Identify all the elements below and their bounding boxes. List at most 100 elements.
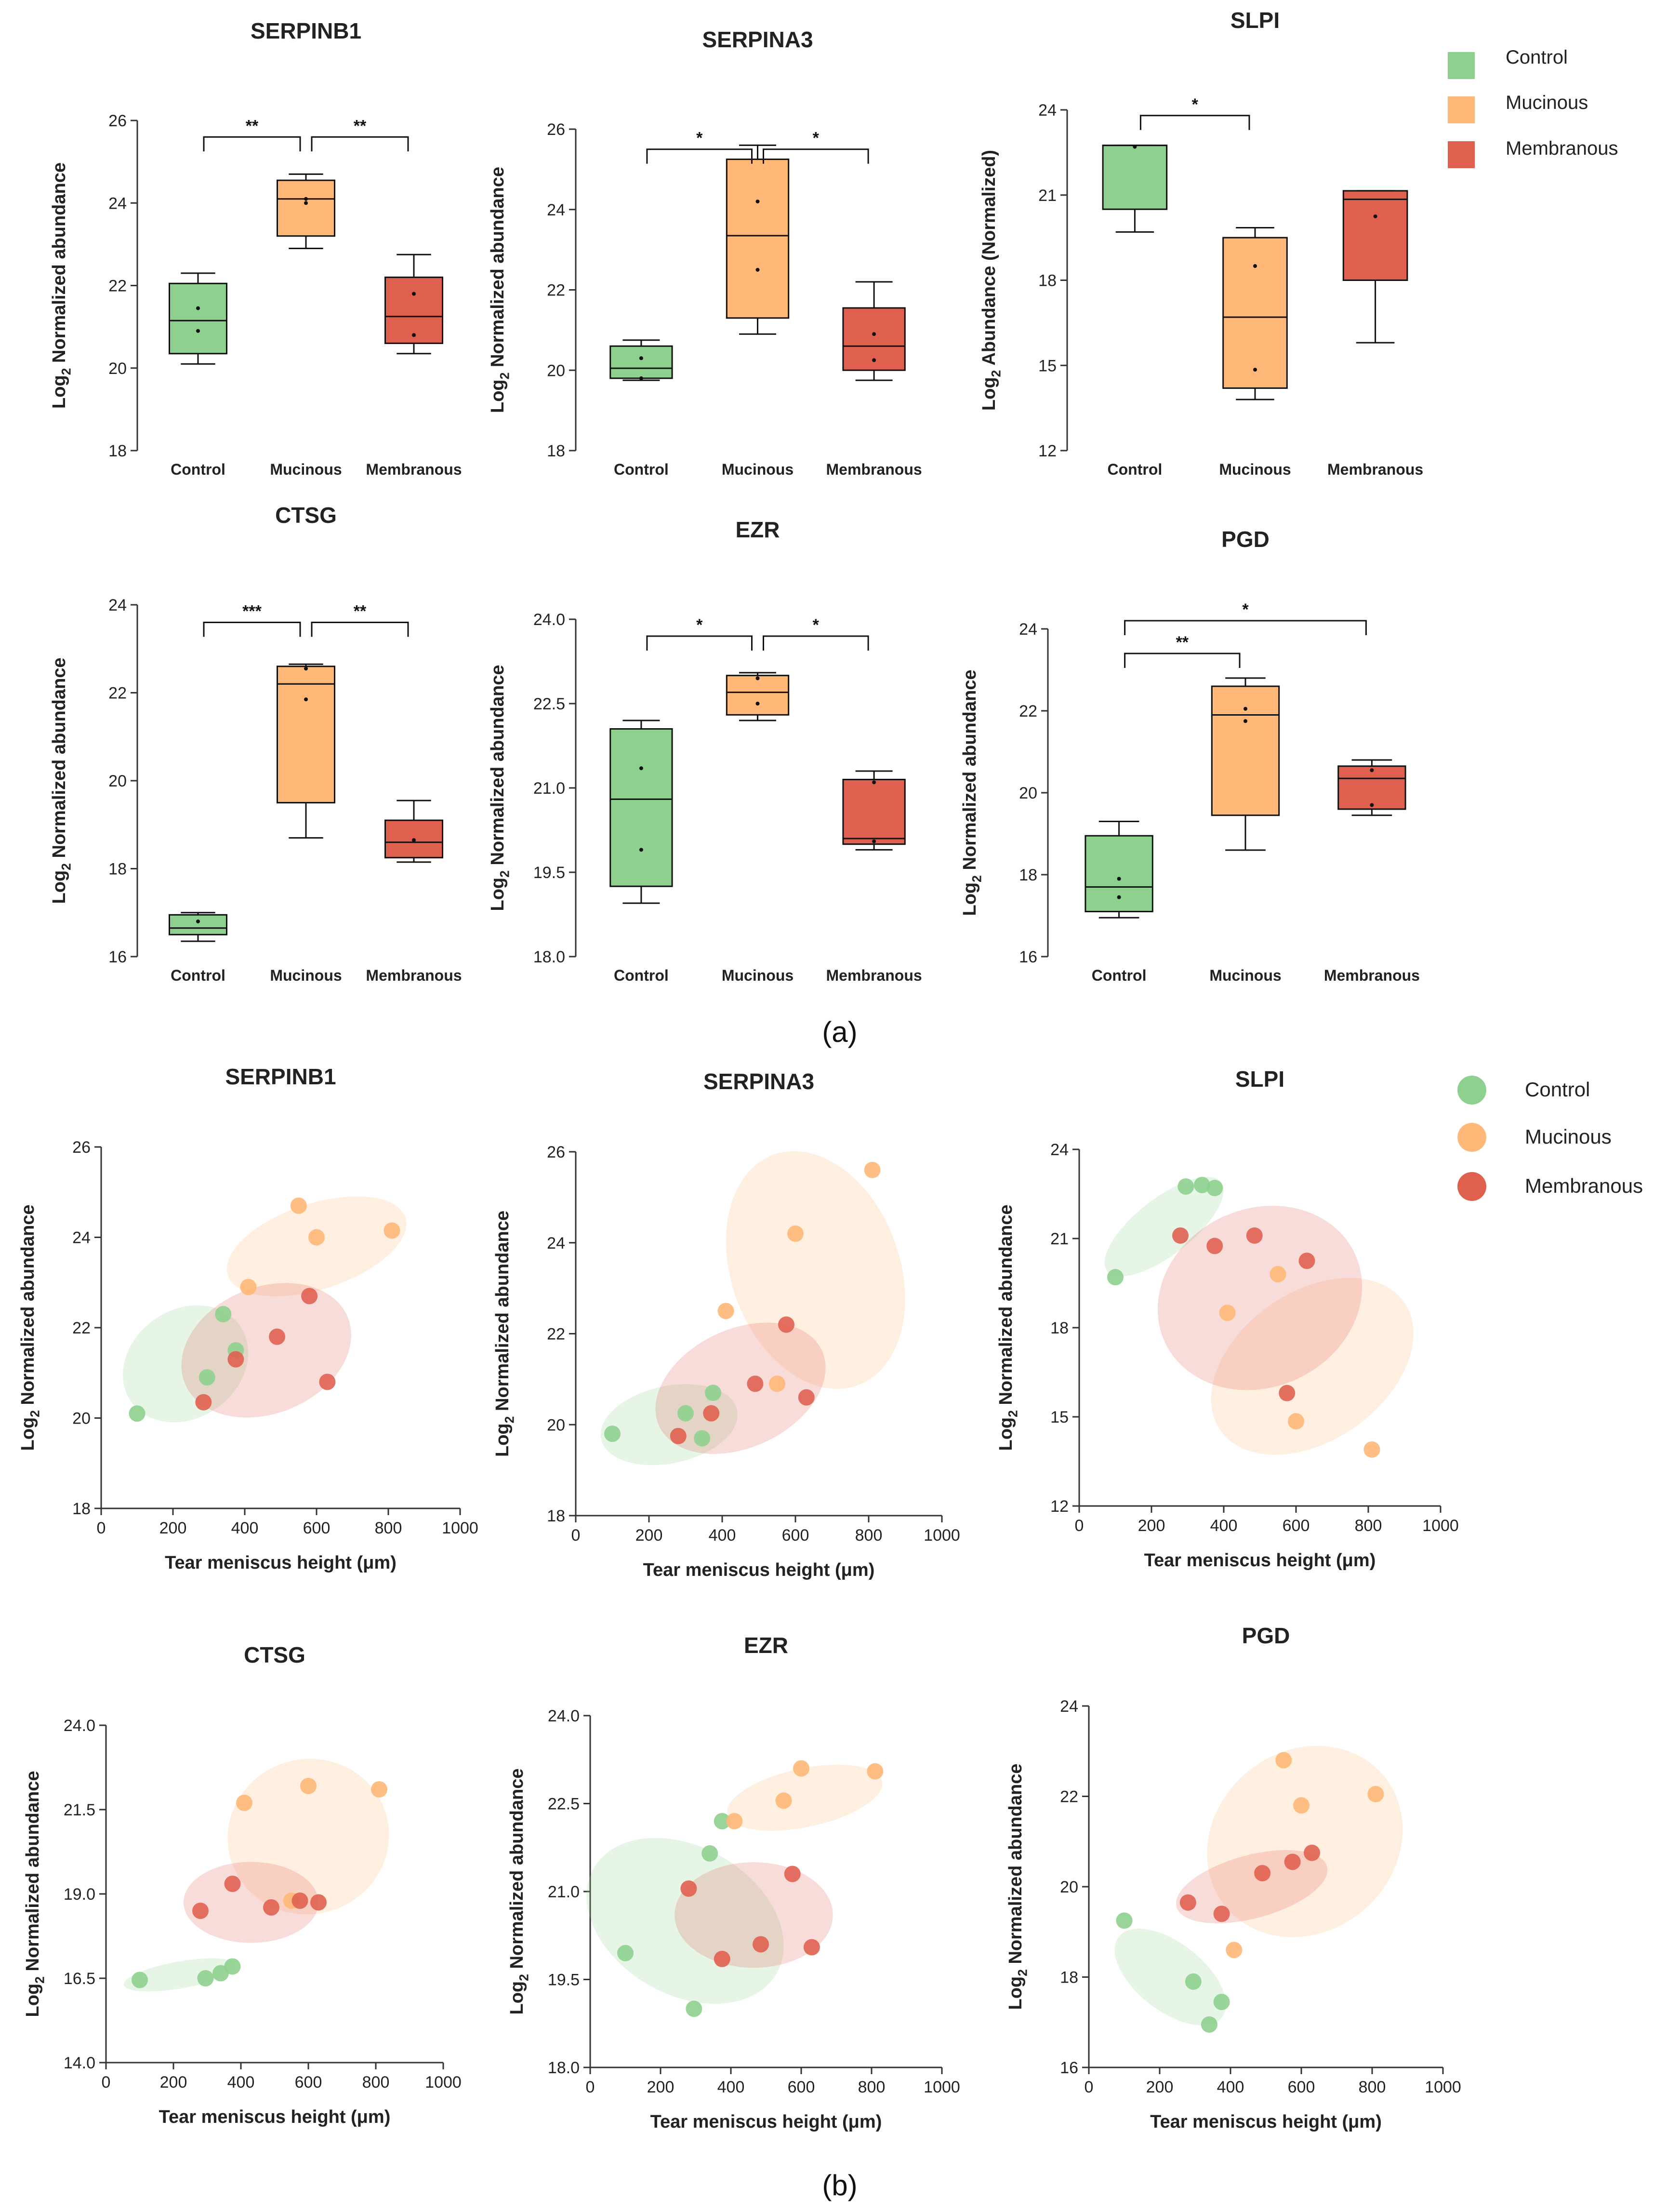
y-tick-label: 22.5: [533, 695, 565, 713]
data-point: [1370, 768, 1374, 773]
legend-b-swatch-control: [1457, 1076, 1486, 1105]
y-tick-label: 24: [547, 201, 565, 219]
y-tick-label: 21.0: [548, 1883, 580, 1901]
y-tick-label: 26: [547, 120, 565, 139]
y-tick-label: 24: [108, 194, 127, 213]
scatter-point: [290, 1197, 307, 1214]
scatter-point: [215, 1306, 232, 1322]
y-tick-label: 19.5: [533, 864, 565, 882]
box-membranous: [1342, 190, 1408, 344]
scatter-point: [1213, 1906, 1230, 1922]
data-point: [1373, 214, 1377, 218]
scatter-point: [775, 1792, 792, 1809]
y-axis-label: Log2 Normalized abundance: [488, 665, 512, 911]
data-point: [755, 200, 760, 204]
scatter-point: [1194, 1177, 1210, 1193]
data-point: [304, 666, 308, 671]
scatter-point: [1284, 1853, 1301, 1870]
y-tick-label: 18: [547, 1507, 565, 1525]
significance-label: *: [813, 129, 820, 147]
x-tick-label: Mucinous: [722, 461, 794, 478]
data-point: [412, 838, 416, 842]
scatter-point: [753, 1936, 769, 1953]
bracket-line: [646, 148, 753, 164]
chart-scatter-slpi: SLPI 12 15 18 21 24 Log2 Normalized abundance 0…: [996, 1066, 1459, 1571]
scatter-point: [694, 1430, 711, 1447]
y-tick-label: 26: [108, 112, 127, 130]
y-tick-label: 22.5: [548, 1795, 580, 1813]
x-tick-label: 800: [1359, 2078, 1386, 2096]
chart-scatter-ezr: EZR 18.0 19.5 21.0 22.5 24.0 Log2 Normalized a…: [507, 1633, 960, 2132]
significance-label: *: [1242, 600, 1249, 619]
data-point: [1243, 719, 1247, 723]
chart-title: CTSG: [244, 1642, 305, 1667]
chart-scatter-pgd: PGD 16 18 20 22 24 Log2 Normalized abundance 0 2…: [1005, 1623, 1461, 2132]
x-tick-label: 200: [160, 2073, 187, 2092]
y-tick-label: 24: [1019, 620, 1037, 639]
series-membranous: [1172, 1227, 1315, 1401]
scatter-point: [224, 1958, 241, 1975]
y-tick-label: 18: [1019, 866, 1037, 884]
box-membranous: [384, 253, 443, 355]
confidence-ellipse-mucinous: [1211, 1278, 1414, 1455]
x-tick-label: Mucinous: [270, 967, 342, 984]
box-control: [609, 720, 673, 904]
significance-label: **: [1176, 633, 1189, 652]
series-membranous: [670, 1316, 815, 1444]
scatter-point: [803, 1939, 820, 1956]
confidence-ellipse-mucinous: [1207, 1746, 1403, 1937]
scatter-point: [1177, 1178, 1194, 1195]
box-mucinous: [726, 672, 790, 721]
x-tick-label: 200: [647, 2078, 675, 2096]
y-tick-label: 26: [547, 1143, 565, 1161]
chart-title: PGD: [1221, 527, 1270, 552]
scatter-point: [1206, 1180, 1223, 1197]
x-tick-label: Mucinous: [270, 461, 342, 478]
significance-bracket: *: [646, 616, 753, 651]
scatter-point: [227, 1351, 244, 1368]
data-point: [1370, 803, 1374, 807]
scatter-point: [1213, 1994, 1230, 2011]
scatter-point: [195, 1394, 212, 1411]
data-point: [755, 267, 760, 272]
x-tick-label: 1000: [442, 1519, 478, 1537]
y-tick-label: 18: [1060, 1969, 1078, 1987]
panel-a-label: (a): [822, 1016, 857, 1048]
legend-a-swatch-mucinous: [1448, 96, 1475, 123]
chart-title: SERPINB1: [251, 18, 361, 43]
data-point: [872, 332, 876, 336]
bracket-line: [646, 635, 753, 651]
chart-title: PGD: [1242, 1623, 1290, 1648]
data-point: [872, 358, 876, 362]
chart-title: SERPINA3: [703, 1069, 814, 1094]
x-tick-label: 1000: [924, 1526, 960, 1545]
y-tick-label: 20: [108, 360, 127, 378]
series-control: [132, 1958, 241, 1988]
chart-title: SLPI: [1230, 8, 1280, 33]
data-point: [1117, 895, 1121, 899]
data-point: [196, 306, 200, 310]
box-control: [169, 272, 227, 365]
bracket-line: [1139, 115, 1250, 130]
scatter-point: [1275, 1752, 1292, 1769]
chart-box-slpi: SLPI 12 15 18 21 24 Log2 Abundance (Normalized…: [979, 8, 1423, 478]
series-control: [1116, 1912, 1230, 2033]
y-tick-label: 26: [72, 1138, 91, 1157]
legend-a: Control Mucinous Membranous: [1448, 47, 1618, 168]
confidence-ellipse-membranous: [655, 1322, 826, 1454]
y-tick-label: 15: [1050, 1408, 1069, 1426]
confidence-ellipse-control: [586, 1838, 784, 2004]
chart-title: SERPINA3: [702, 27, 813, 52]
scatter-point: [1298, 1253, 1315, 1269]
scatter-point: [1172, 1227, 1189, 1244]
box-membranous: [842, 281, 906, 381]
scatter-point: [1201, 2016, 1217, 2033]
significance-bracket: **: [203, 117, 301, 152]
data-point: [304, 197, 308, 201]
significance-bracket: *: [1139, 95, 1250, 130]
y-tick-label: 19.5: [548, 1971, 580, 1989]
box-iqr: [1102, 145, 1168, 210]
data-point: [872, 780, 876, 785]
scatter-point: [263, 1899, 279, 1916]
y-tick-label: 20: [108, 772, 127, 790]
